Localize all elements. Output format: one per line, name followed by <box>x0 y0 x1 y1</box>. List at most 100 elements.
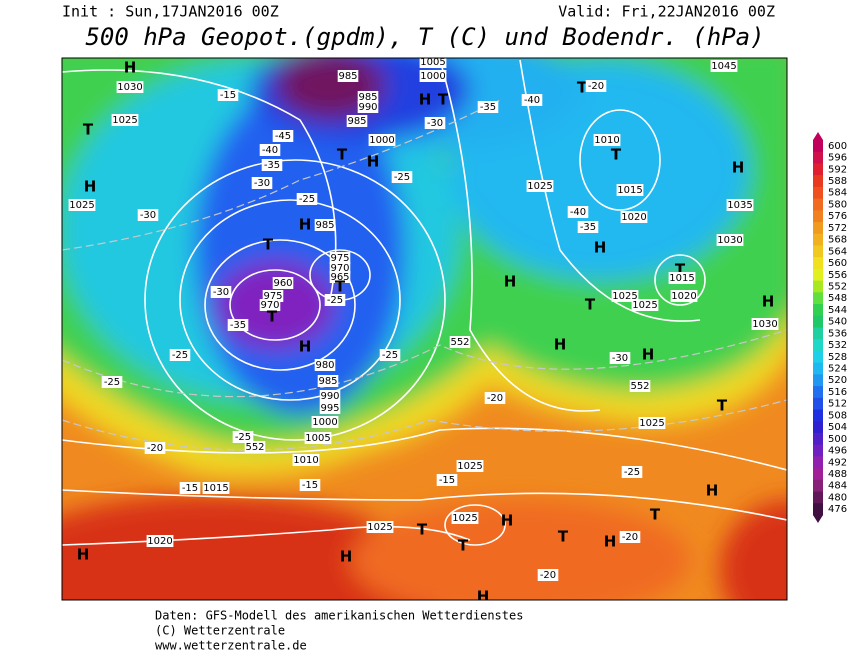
scale-label: 524 <box>828 364 847 375</box>
contour-label: -25 <box>394 172 410 183</box>
contour-label: 965 <box>330 272 349 283</box>
contour-label: 995 <box>320 403 339 414</box>
pressure-center: H <box>554 336 567 354</box>
contour-label: 1025 <box>639 418 664 429</box>
label-bg <box>357 91 379 103</box>
label-bg <box>451 512 479 524</box>
label-bg <box>716 234 744 246</box>
contour-label: 970 <box>260 300 279 311</box>
pressure-center: H <box>504 273 517 291</box>
pressure-center: T <box>675 261 686 279</box>
scale-label: 476 <box>828 504 847 515</box>
label-bg <box>638 417 666 429</box>
scale-label: 548 <box>828 293 847 304</box>
scale-label: 540 <box>828 317 847 328</box>
contour-label: -25 <box>327 295 343 306</box>
pressure-center: H <box>77 546 90 564</box>
label-bg <box>116 81 144 93</box>
scale-swatch <box>813 245 823 258</box>
label-bg <box>424 117 446 129</box>
contour-label: -40 <box>524 95 540 106</box>
label-bg <box>337 70 359 82</box>
contour-label: 1015 <box>617 185 642 196</box>
scale-swatch <box>813 362 823 375</box>
label-bg <box>261 159 283 171</box>
label-bg <box>304 432 332 444</box>
contour-label: 1015 <box>203 483 228 494</box>
pressure-center: H <box>642 346 655 364</box>
label-bg <box>484 392 506 404</box>
contour-label: -40 <box>570 207 586 218</box>
label-bg <box>244 441 266 453</box>
contour-label: 1005 <box>420 57 445 68</box>
scale-swatch <box>813 175 823 188</box>
label-bg <box>68 199 96 211</box>
contour-label: 1000 <box>312 417 337 428</box>
warm-area <box>720 500 787 600</box>
scale-label: 564 <box>828 246 847 257</box>
scale-label: 532 <box>828 340 847 351</box>
scale-swatch <box>813 421 823 434</box>
contour-label: 1010 <box>594 135 619 146</box>
scale-label: 504 <box>828 422 847 433</box>
scale-swatch <box>813 350 823 364</box>
contour-label: 990 <box>320 391 339 402</box>
scale-label: 480 <box>828 492 847 503</box>
pressure-center: H <box>604 533 617 551</box>
label-bg <box>526 180 554 192</box>
contour-label: 1025 <box>527 181 552 192</box>
label-bg <box>319 390 341 402</box>
scale-swatch <box>813 280 823 293</box>
scale-label: 556 <box>828 270 847 281</box>
label-bg <box>368 134 396 146</box>
scale-swatch <box>813 339 823 352</box>
contour-label: 1025 <box>612 291 637 302</box>
scale-swatch <box>813 386 823 399</box>
contour-label: -25 <box>382 350 398 361</box>
scale-swatch <box>813 186 823 200</box>
scale-label: 484 <box>828 481 847 492</box>
scale-label: 572 <box>828 223 847 234</box>
scale-swatch <box>813 397 823 411</box>
scale-swatch <box>813 468 823 481</box>
pressure-center: H <box>419 91 432 109</box>
scale-label: 520 <box>828 375 847 386</box>
contour-label: 990 <box>358 102 377 113</box>
contour-label: -20 <box>588 81 604 92</box>
contour-label: 1025 <box>457 461 482 472</box>
label-bg <box>391 171 413 183</box>
label-bg <box>567 206 589 218</box>
contour-label: -30 <box>140 210 156 221</box>
label-bg <box>232 431 254 443</box>
label-bg <box>292 454 320 466</box>
label-bg <box>670 290 698 302</box>
scale-swatch <box>813 315 823 328</box>
init-time: Init : Sun,17JAN2016 00Z <box>62 3 279 21</box>
label-bg <box>419 58 447 68</box>
pressure-center: T <box>650 506 661 524</box>
label-bg <box>621 466 643 478</box>
label-bg <box>726 199 754 211</box>
contour-label: -35 <box>580 222 596 233</box>
scale-label: 568 <box>828 235 847 246</box>
pressure-center: H <box>84 178 97 196</box>
pressure-center: T <box>83 121 94 139</box>
contour-label: 985 <box>318 376 337 387</box>
contour-label: 985 <box>347 116 366 127</box>
pressure-center: T <box>717 397 728 415</box>
scale-swatch <box>813 456 823 469</box>
label-bg <box>537 569 559 581</box>
contour-label: 1020 <box>671 291 696 302</box>
scale-swatch <box>813 479 823 493</box>
contour-label: -25 <box>104 377 120 388</box>
label-bg <box>577 221 599 233</box>
label-bg <box>593 134 621 146</box>
label-bg <box>202 482 230 494</box>
contour-label: -20 <box>622 532 638 543</box>
label-bg <box>629 380 651 392</box>
contour-label: -25 <box>172 350 188 361</box>
contour-label: -20 <box>487 393 503 404</box>
contour-label: -30 <box>427 118 443 129</box>
contour-label: -15 <box>302 480 318 491</box>
label-bg <box>346 115 368 127</box>
